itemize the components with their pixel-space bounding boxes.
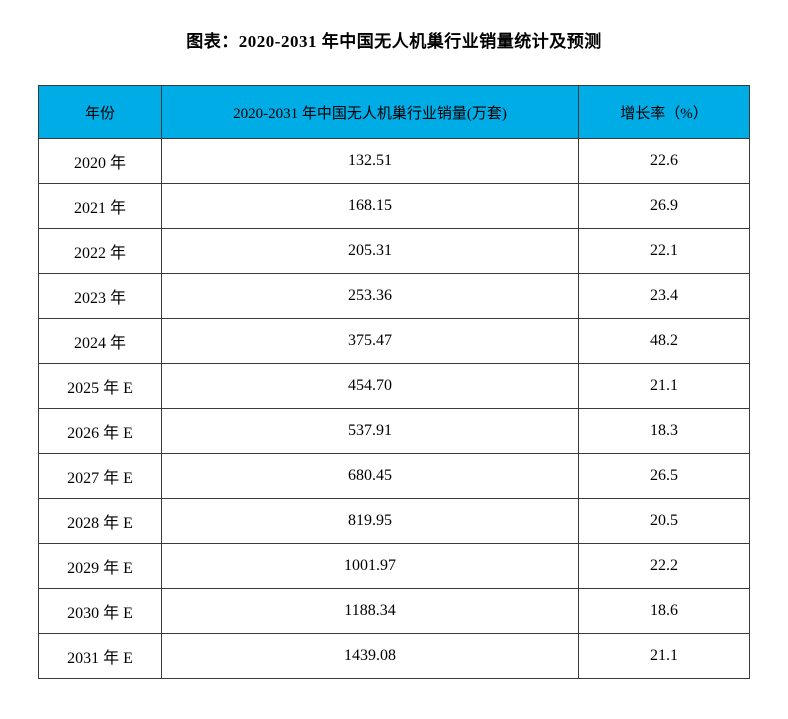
sales-cell: 819.95 [161,498,579,544]
year-cell: 2022 年 [38,228,162,274]
growth-cell: 21.1 [578,363,750,409]
growth-cell: 21.1 [578,633,750,679]
sales-cell: 1439.08 [161,633,579,679]
growth-cell: 18.6 [578,588,750,634]
growth-cell: 22.1 [578,228,750,274]
table-row: 2020 年 132.51 22.6 [38,138,750,184]
sales-cell: 205.31 [161,228,579,274]
growth-cell: 18.3 [578,408,750,454]
chart-title: 图表：2020-2031 年中国无人机巢行业销量统计及预测 [186,32,602,51]
growth-cell: 22.2 [578,543,750,589]
sales-cell: 168.15 [161,183,579,229]
table-row: 2031 年 E 1439.08 21.1 [38,633,750,679]
year-cell: 2024 年 [38,318,162,364]
year-cell: 2020 年 [38,138,162,184]
sales-cell: 1001.97 [161,543,579,589]
table-row: 2026 年 E 537.91 18.3 [38,408,750,454]
year-cell: 2027 年 E [38,453,162,499]
header-cell-year: 年份 [38,85,162,139]
growth-cell: 26.5 [578,453,750,499]
growth-cell: 26.9 [578,183,750,229]
table-row: 2022 年 205.31 22.1 [38,228,750,274]
table-row: 2024 年 375.47 48.2 [38,318,750,364]
growth-cell: 23.4 [578,273,750,319]
year-cell: 2021 年 [38,183,162,229]
sales-cell: 132.51 [161,138,579,184]
growth-cell: 22.6 [578,138,750,184]
table-row: 2030 年 E 1188.34 18.6 [38,588,750,634]
table-header: 年份 2020-2031 年中国无人机巢行业销量(万套) 增长率（%） [38,85,750,139]
header-row: 年份 2020-2031 年中国无人机巢行业销量(万套) 增长率（%） [38,85,750,139]
table-body: 2020 年 132.51 22.6 2021 年 168.15 26.9 20… [38,138,750,679]
table-row: 2025 年 E 454.70 21.1 [38,363,750,409]
year-cell: 2029 年 E [38,543,162,589]
year-cell: 2028 年 E [38,498,162,544]
table-row: 2029 年 E 1001.97 22.2 [38,543,750,589]
year-cell: 2026 年 E [38,408,162,454]
sales-cell: 680.45 [161,453,579,499]
growth-cell: 48.2 [578,318,750,364]
header-cell-growth: 增长率（%） [578,85,750,139]
year-cell: 2025 年 E [38,363,162,409]
table-row: 2028 年 E 819.95 20.5 [38,498,750,544]
year-cell: 2023 年 [38,273,162,319]
sales-cell: 537.91 [161,408,579,454]
year-cell: 2030 年 E [38,588,162,634]
sales-statistics-table: 年份 2020-2031 年中国无人机巢行业销量(万套) 增长率（%） 2020… [38,85,750,679]
table-row: 2027 年 E 680.45 26.5 [38,453,750,499]
sales-cell: 253.36 [161,273,579,319]
table-row: 2021 年 168.15 26.9 [38,183,750,229]
header-cell-sales: 2020-2031 年中国无人机巢行业销量(万套) [161,85,579,139]
sales-cell: 375.47 [161,318,579,364]
sales-cell: 1188.34 [161,588,579,634]
year-cell: 2031 年 E [38,633,162,679]
growth-cell: 20.5 [578,498,750,544]
table-row: 2023 年 253.36 23.4 [38,273,750,319]
sales-cell: 454.70 [161,363,579,409]
